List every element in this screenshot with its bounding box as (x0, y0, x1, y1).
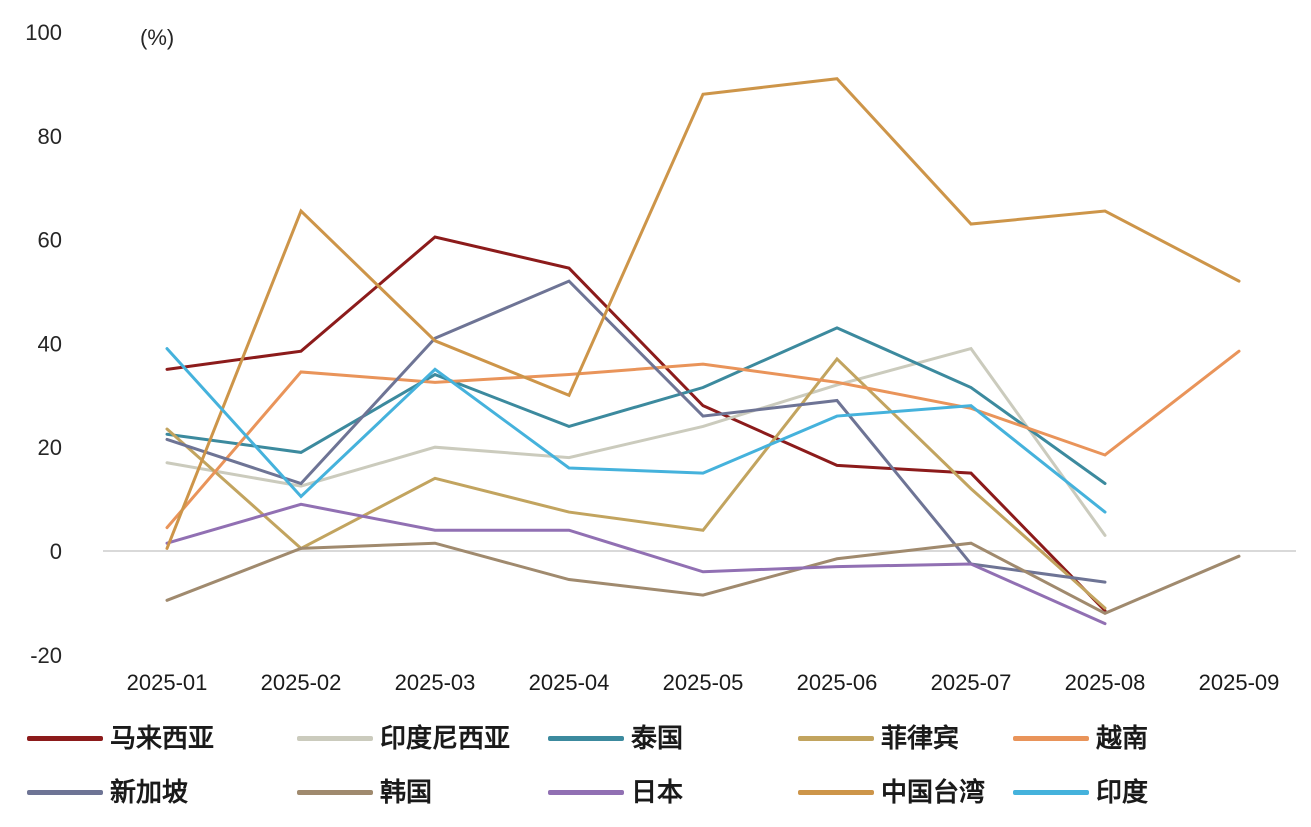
legend-series-label: 韩国 (380, 777, 433, 807)
y-axis-tick-label: 60 (38, 228, 62, 253)
series-line-7 (165, 502, 1107, 626)
series-line-8 (165, 77, 1241, 550)
y-axis-tick-label: -20 (30, 643, 62, 668)
legend-series-label: 中国台湾 (881, 777, 986, 807)
legend-line-swatch (1013, 789, 1089, 795)
legend-item: 新加坡 (27, 777, 188, 807)
y-axis-tick-label: 20 (38, 435, 62, 460)
legend-series-label: 日本 (631, 777, 684, 807)
legend-series-label: 印度尼西亚 (380, 723, 511, 753)
legend-line-swatch (548, 789, 624, 795)
legend-line-swatch (798, 789, 874, 795)
legend-line-swatch (1013, 735, 1089, 741)
legend-item: 印度 (1013, 777, 1148, 807)
legend-line-swatch (548, 735, 624, 741)
x-axis-tick-label: 2025-07 (931, 670, 1012, 695)
series-line-0 (165, 235, 1107, 613)
legend-item: 泰国 (548, 723, 683, 753)
series-line-2 (165, 326, 1107, 486)
series-line-5 (165, 279, 1107, 584)
series-line-1 (165, 346, 1107, 537)
legend-item: 韩国 (297, 777, 432, 807)
legend-line-swatch (297, 735, 373, 741)
legend-line-swatch (297, 789, 373, 795)
legend-item: 印度尼西亚 (297, 723, 510, 753)
y-axis-unit-label: (%) (140, 25, 174, 50)
series-line-6 (165, 541, 1241, 615)
series-line-4 (165, 349, 1241, 530)
x-axis-tick-label: 2025-03 (395, 670, 476, 695)
legend-item: 菲律宾 (798, 723, 959, 753)
legend-line-swatch (27, 735, 103, 741)
x-axis-tick-label: 2025-02 (261, 670, 342, 695)
series-line-3 (165, 356, 1107, 610)
legend-series-label: 新加坡 (110, 777, 189, 807)
legend-series-label: 马来西亚 (110, 723, 215, 753)
legend-item: 日本 (548, 777, 683, 807)
legend-line-swatch (27, 789, 103, 795)
y-axis-tick-label: 80 (38, 124, 62, 149)
x-axis-tick-label: 2025-04 (529, 670, 610, 695)
y-axis-tick-label: 100 (25, 20, 62, 45)
x-axis-tick-label: 2025-05 (663, 670, 744, 695)
x-axis-tick-label: 2025-08 (1065, 670, 1146, 695)
y-axis-tick-label: 0 (50, 539, 62, 564)
x-axis-tick-label: 2025-06 (797, 670, 878, 695)
legend-series-label: 泰国 (631, 723, 684, 753)
legend-item: 越南 (1013, 723, 1148, 753)
legend-series-label: 越南 (1096, 723, 1149, 753)
series-line-9 (165, 347, 1107, 514)
legend-item: 中国台湾 (798, 777, 985, 807)
x-axis-tick-label: 2025-01 (127, 670, 208, 695)
y-axis-tick-label: 40 (38, 331, 62, 356)
legend-series-label: 菲律宾 (881, 723, 960, 753)
legend-item: 马来西亚 (27, 723, 214, 753)
legend-line-swatch (798, 735, 874, 741)
x-axis-tick-label: 2025-09 (1199, 670, 1280, 695)
legend-series-label: 印度 (1096, 777, 1149, 807)
